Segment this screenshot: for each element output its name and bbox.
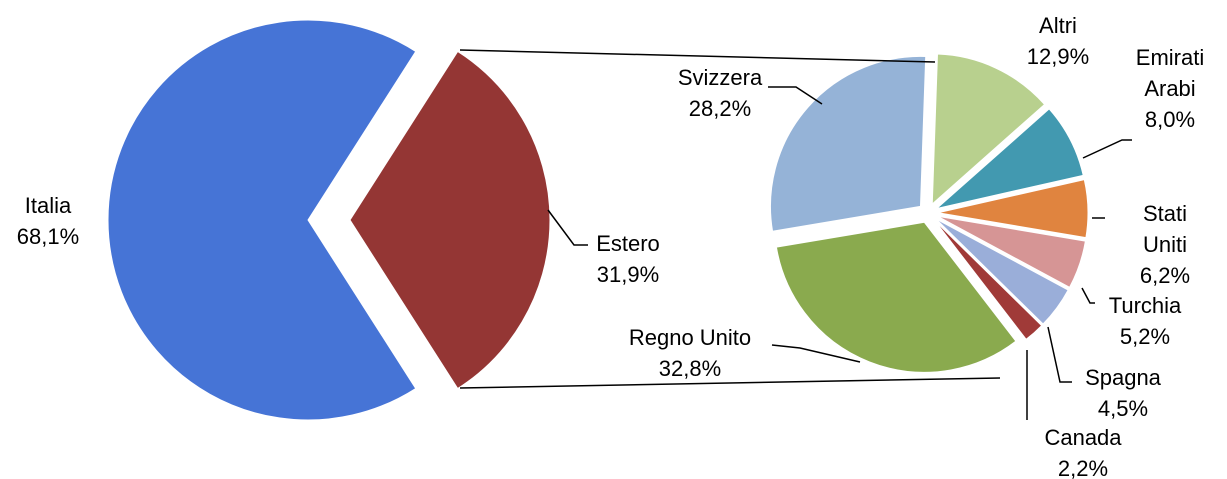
value-label: 12,9% [1026, 44, 1090, 69]
leader-line [1081, 287, 1095, 304]
leader-line [1082, 139, 1132, 159]
category-label: Emirati Arabi [1135, 45, 1205, 101]
pie-slice [349, 50, 551, 390]
value-label: 32,8% [658, 356, 722, 381]
category-label: Italia [24, 193, 72, 218]
leader-line [1047, 326, 1072, 383]
value-label: 5,2% [1119, 324, 1171, 349]
data-label: Altri 12,9% [1027, 10, 1089, 72]
category-label: Spagna [1085, 365, 1161, 390]
pie-slice [931, 53, 1046, 206]
pie-slice [775, 221, 1017, 373]
data-label: Estero 31,9% [596, 228, 660, 290]
pie-slice [937, 178, 1089, 239]
pie-slice [770, 55, 927, 232]
connector-line [459, 49, 936, 63]
leader-line [768, 86, 823, 105]
leader-line [547, 209, 588, 246]
data-label: Turchia 5,2% [1109, 290, 1182, 352]
category-label: Estero [596, 231, 660, 256]
data-label: Regno Unito 32,8% [629, 322, 751, 384]
connector-line [459, 377, 1001, 389]
data-label: Stati Uniti 6,2% [1134, 198, 1196, 291]
pie-slice [107, 19, 417, 421]
value-label: 8,0% [1144, 107, 1196, 132]
category-label: Turchia [1108, 293, 1182, 318]
value-label: 2,2% [1057, 456, 1109, 479]
pie-slice [935, 218, 1069, 325]
category-label: Svizzera [677, 65, 763, 90]
value-label: 31,9% [596, 262, 660, 287]
category-label: Stati Uniti [1142, 201, 1188, 257]
value-label: 6,2% [1139, 263, 1191, 288]
pie-slice [934, 220, 1043, 341]
category-label: Regno Unito [628, 325, 752, 350]
leader-line [771, 344, 861, 363]
category-label: Canada [1044, 425, 1122, 450]
data-label: Canada 2,2% [1044, 422, 1121, 479]
category-label: Altri [1039, 13, 1077, 38]
data-label: Emirati Arabi 8,0% [1125, 42, 1215, 135]
value-label: 4,5% [1097, 396, 1149, 421]
value-label: 28,2% [688, 96, 752, 121]
data-label: Italia 68,1% [17, 190, 79, 252]
pie-slice [937, 215, 1086, 288]
pie-slice [936, 108, 1084, 209]
value-label: 68,1% [16, 224, 80, 249]
data-label: Spagna 4,5% [1085, 362, 1161, 424]
data-label: Svizzera 28,2% [678, 62, 762, 124]
